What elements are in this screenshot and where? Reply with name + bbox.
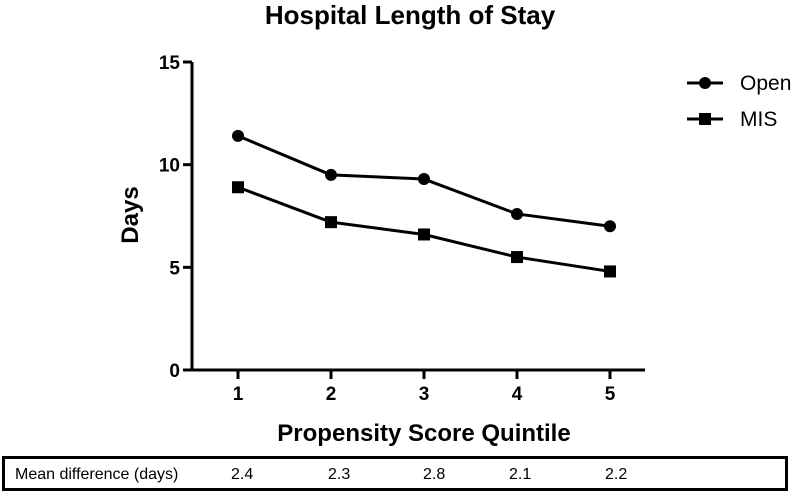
line-chart: Hospital Length of Stay Days Propensity … xyxy=(117,0,791,447)
data-point-open xyxy=(511,207,523,220)
y-tick-label: 0 xyxy=(169,361,180,382)
data-point-open xyxy=(604,220,616,233)
legend: Open MIS xyxy=(687,72,791,131)
x-tick-label: 5 xyxy=(605,384,616,405)
chart-title: Hospital Length of Stay xyxy=(265,0,556,30)
y-tick-label: 5 xyxy=(169,258,180,279)
data-point-open xyxy=(232,129,244,142)
y-tick-label: 15 xyxy=(159,53,181,74)
data-point-mis xyxy=(511,251,523,264)
data-point-mis xyxy=(232,181,244,194)
x-axis-label: Propensity Score Quintile xyxy=(277,420,570,447)
mean-difference-value: 2.4 xyxy=(231,466,254,483)
legend-label-open: Open xyxy=(740,72,791,95)
mean-difference-value: 2.2 xyxy=(605,466,628,483)
mean-difference-label: Mean difference (days) xyxy=(15,466,179,483)
legend-label-mis: MIS xyxy=(740,108,777,131)
x-tick-label: 2 xyxy=(326,384,337,405)
data-point-open xyxy=(418,173,430,186)
legend-marker-mis xyxy=(699,113,711,125)
series-layer xyxy=(232,129,616,278)
mean-difference-value: 2.1 xyxy=(509,466,532,483)
data-point-mis xyxy=(325,216,337,229)
y-tick-label: 10 xyxy=(159,156,180,177)
mean-difference-table: Mean difference (days) 2.4 2.3 2.8 2.1 2… xyxy=(2,456,788,491)
legend-marker-open xyxy=(699,77,711,89)
data-point-open xyxy=(325,168,337,181)
x-tick-label: 3 xyxy=(419,384,430,405)
x-tick-label: 1 xyxy=(233,384,244,405)
x-tick-label: 4 xyxy=(512,384,523,405)
mean-difference-value: 2.8 xyxy=(423,466,446,483)
axes: 0 5 10 15 1 2 3 4 5 xyxy=(159,53,645,405)
data-point-mis xyxy=(604,265,616,278)
mean-difference-value: 2.3 xyxy=(328,466,351,483)
data-point-mis xyxy=(418,228,430,241)
y-axis-label: Days xyxy=(117,186,144,243)
